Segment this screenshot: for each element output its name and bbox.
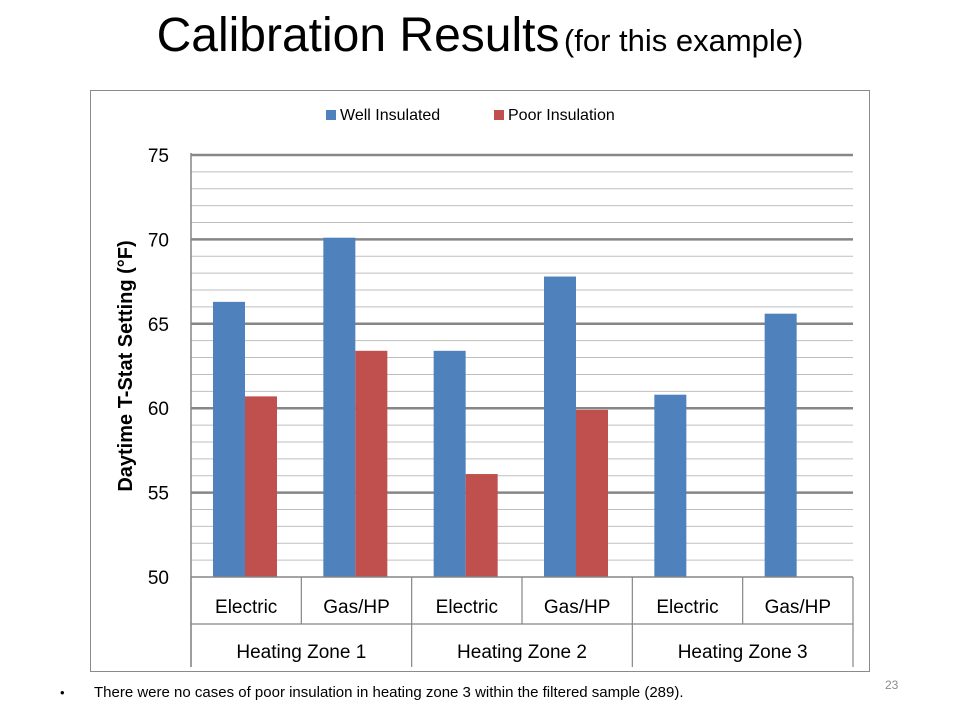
y-tick-label: 75 <box>148 146 169 167</box>
y-tick-label: 60 <box>148 399 169 420</box>
x-tick-label: Gas/HP <box>765 597 832 618</box>
x-tick-label: Gas/HP <box>323 597 390 618</box>
x-tick-label: Electric <box>215 597 277 618</box>
y-tick-label: 50 <box>148 568 169 589</box>
group-label: Heating Zone 1 <box>236 642 366 663</box>
bullet-icon: • <box>60 685 65 700</box>
bar-poor-insulation <box>245 396 277 577</box>
slide-title: Calibration Results (for this example) <box>0 8 960 63</box>
y-tick-label: 65 <box>148 315 169 336</box>
group-label: Heating Zone 3 <box>678 642 808 663</box>
title-subtitle: (for this example) <box>563 23 804 58</box>
x-tick-label: Electric <box>656 597 718 618</box>
group-label: Heating Zone 2 <box>457 642 587 663</box>
bar-well-insulated <box>433 350 466 577</box>
legend-label: Poor Insulation <box>508 107 615 124</box>
bar-well-insulated <box>544 276 576 577</box>
title-main: Calibration Results <box>156 9 560 62</box>
y-tick-label: 55 <box>148 484 169 505</box>
bar-chart: 50 55 60 65 70 75 Electric Gas/HP Electric Gas/HP… <box>115 107 854 667</box>
bar-poor-insulation <box>465 474 498 577</box>
y-tick-label: 70 <box>148 230 169 251</box>
bar-well-insulated <box>213 301 245 577</box>
y-axis-title: Daytime T-Stat Setting (°F) <box>115 240 137 491</box>
bullet-item: • There were no cases of poor insulation … <box>60 684 880 701</box>
bar-well-insulated <box>764 313 797 577</box>
x-tick-label: Electric <box>436 597 498 618</box>
bar-poor-insulation <box>576 409 608 577</box>
x-tick-label: Gas/HP <box>544 597 611 618</box>
legend-swatch <box>494 110 504 120</box>
bar-well-insulated <box>323 237 356 577</box>
bullet-text: There were no cases of poor insulation i… <box>94 684 684 701</box>
legend-swatch <box>326 110 336 120</box>
legend-label: Well Insulated <box>340 107 440 124</box>
bar-well-insulated <box>654 394 687 577</box>
bar-poor-insulation <box>355 350 388 577</box>
slide-number: 23 <box>885 678 899 692</box>
